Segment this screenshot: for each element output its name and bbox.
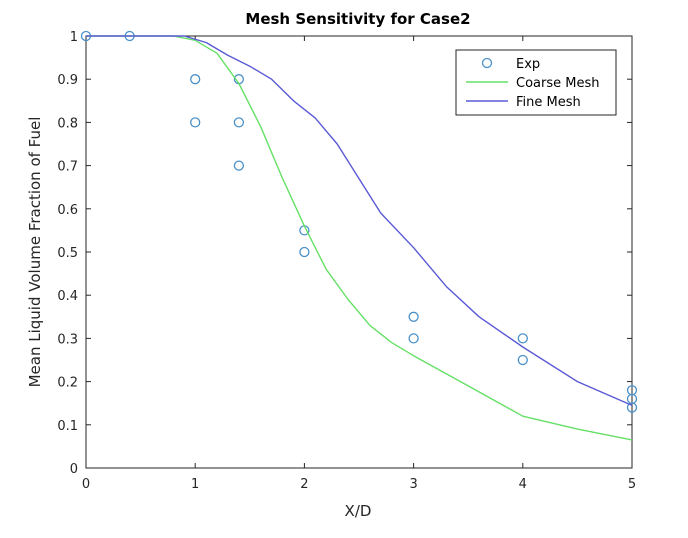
legend-label-coarse-mesh: Coarse Mesh xyxy=(516,76,599,91)
data-point-exp xyxy=(408,311,419,322)
x-tick-label: 1 xyxy=(191,477,199,492)
y-tick-label: 0.4 xyxy=(57,289,78,304)
data-point-exp xyxy=(517,354,528,366)
x-axis-label: X/D xyxy=(345,502,372,520)
series-line-fine-mesh xyxy=(86,35,633,407)
y-tick-label: 0.2 xyxy=(57,376,78,391)
y-tick-label: 0.8 xyxy=(57,116,78,131)
data-point-exp xyxy=(190,117,201,128)
data-point-exp xyxy=(626,402,638,413)
x-tick-label: 4 xyxy=(519,477,527,492)
legend: Exp Coarse Mesh Fine Mesh xyxy=(455,49,617,116)
legend-swatch-exp xyxy=(481,57,493,69)
y-tick-label: 0.3 xyxy=(57,332,78,347)
data-point-exp xyxy=(408,333,419,344)
y-tick-label: 0.7 xyxy=(57,160,78,175)
data-point-exp xyxy=(233,160,245,171)
y-tick-label: 1 xyxy=(70,30,78,45)
x-tick-label: 2 xyxy=(300,477,308,492)
data-point-exp xyxy=(299,246,310,258)
legend-label-exp: Exp xyxy=(516,57,540,72)
x-tick-label: 0 xyxy=(82,477,90,492)
y-tick-label: 0.5 xyxy=(57,246,78,261)
data-point-exp xyxy=(190,74,201,85)
legend-label-fine-mesh: Fine Mesh xyxy=(516,95,581,110)
y-tick-label: 0.9 xyxy=(57,73,78,88)
y-tick-label: 0.1 xyxy=(57,419,78,434)
y-tick-label: 0.6 xyxy=(57,203,78,218)
y-tick-label: 0 xyxy=(70,462,78,477)
data-point-exp xyxy=(233,117,245,128)
x-tick-label: 5 xyxy=(628,477,636,492)
x-tick-label: 3 xyxy=(409,477,417,492)
series-line-coarse-mesh xyxy=(86,35,633,441)
chart-title: Mesh Sensitivity for Case2 xyxy=(245,10,470,28)
y-axis-label: Mean Liquid Volume Fraction of Fuel xyxy=(26,117,44,388)
data-point-exp xyxy=(517,333,528,344)
